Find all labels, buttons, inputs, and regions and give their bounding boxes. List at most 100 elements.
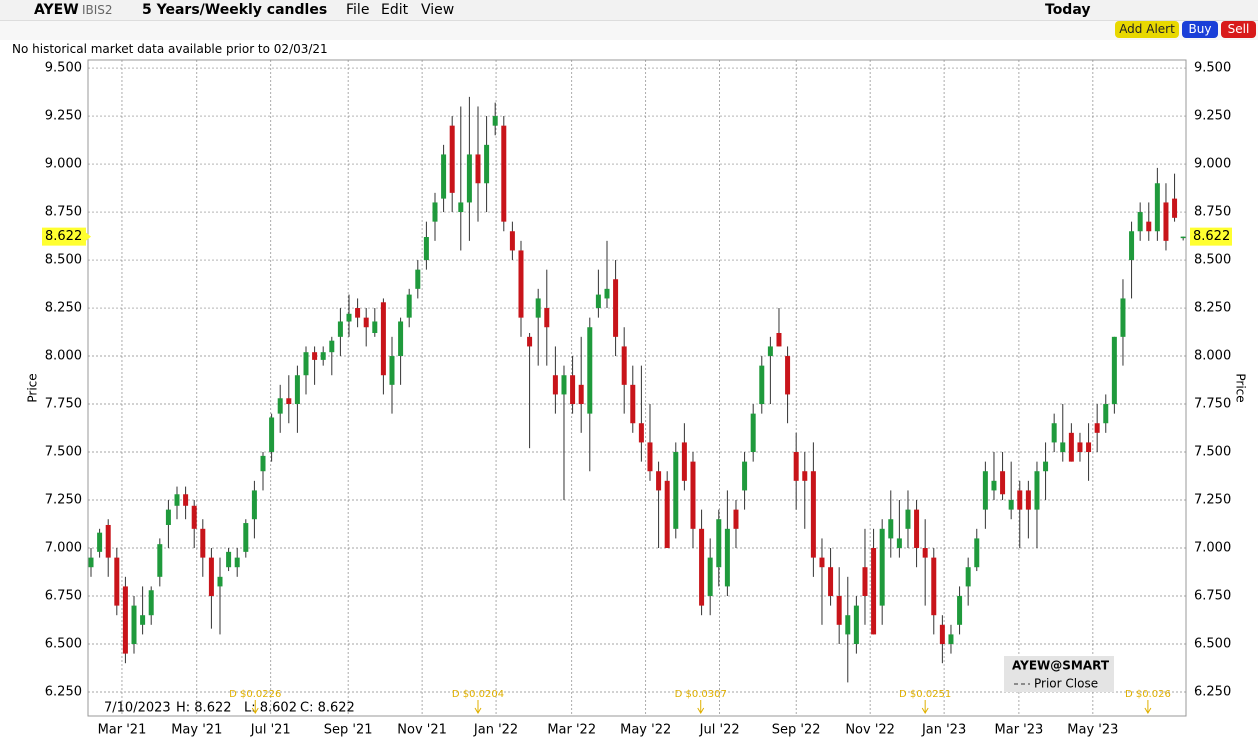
- candle-body: [1043, 461, 1049, 472]
- candle-body: [862, 567, 868, 597]
- y-axis-label: Price: [26, 373, 40, 402]
- y-tick-label: 7.500: [1194, 445, 1231, 460]
- symbol[interactable]: AYEW: [34, 2, 79, 18]
- candle-body: [501, 125, 507, 222]
- candle-body: [656, 471, 662, 491]
- y-tick-label: 6.250: [1194, 685, 1231, 700]
- candle-body: [165, 509, 171, 525]
- y-tick-label: 8.750: [1194, 205, 1231, 220]
- period[interactable]: 5 Years/Weekly candles: [142, 2, 328, 18]
- candle-body: [105, 524, 111, 558]
- y-tick-label: 8.250: [1194, 301, 1231, 316]
- menu[interactable]: View: [421, 2, 455, 18]
- candle-body: [286, 398, 292, 405]
- candle-body: [415, 269, 421, 289]
- candle-body: [578, 384, 584, 405]
- candle-body: [458, 202, 464, 213]
- last-price-marker: [86, 232, 91, 241]
- candle-body: [380, 302, 386, 376]
- menu[interactable]: Edit: [381, 2, 409, 18]
- candle-body: [638, 423, 644, 443]
- y-tick-label: 7.500: [45, 445, 82, 460]
- candle-body: [724, 528, 730, 587]
- y-tick-label: 6.500: [1194, 637, 1231, 652]
- candle-body: [97, 532, 103, 552]
- plot-frame: [87, 59, 1187, 717]
- candle-body: [441, 154, 447, 199]
- candle-body: [355, 308, 361, 318]
- y-tick-label: 9.250: [45, 109, 82, 124]
- candle-body: [1068, 432, 1074, 462]
- dividend-arrow: [1144, 700, 1152, 714]
- candle-body: [690, 461, 696, 529]
- add-alert-button[interactable]: Add Alert: [1115, 21, 1179, 38]
- candle-body: [810, 471, 816, 558]
- candle-body: [613, 279, 619, 337]
- dividend-arrow: [251, 700, 259, 714]
- candle-body: [1086, 442, 1092, 453]
- candle-body: [879, 528, 885, 606]
- y-tick-label: 7.000: [45, 541, 82, 556]
- candle-body: [398, 321, 404, 357]
- candle-body: [991, 480, 997, 491]
- candle-body: [681, 442, 687, 481]
- candle-body: [785, 356, 791, 395]
- candle-body: [475, 154, 481, 184]
- candle-body: [372, 321, 378, 333]
- buy-button[interactable]: Buy: [1182, 21, 1218, 38]
- y-tick-label: 6.750: [45, 589, 82, 604]
- candle-body: [1172, 198, 1178, 218]
- menu[interactable]: File: [346, 2, 370, 18]
- candle-body: [595, 294, 601, 309]
- last-price-box: [1190, 227, 1232, 246]
- candle-body: [957, 596, 963, 625]
- y-tick-label: 7.250: [1194, 493, 1231, 508]
- candle-body: [802, 471, 808, 481]
- candle-body: [114, 557, 120, 606]
- candle-body: [1154, 183, 1160, 232]
- x-tick-label: Jul '22: [699, 723, 740, 738]
- candle-body: [733, 509, 739, 529]
- candle-body: [871, 548, 877, 635]
- candle-body: [1008, 500, 1014, 510]
- y-tick-label: 7.750: [45, 397, 82, 412]
- y-tick-label: 8.000: [45, 349, 82, 364]
- legend-item: Prior Close: [1034, 677, 1098, 691]
- candle-body: [570, 375, 576, 405]
- range[interactable]: Today: [1045, 2, 1091, 18]
- x-tick-label: Mar '21: [98, 723, 147, 738]
- sell-button[interactable]: Sell: [1221, 21, 1256, 38]
- legend-title: AYEW@SMART: [1012, 659, 1110, 673]
- candle-body: [1180, 236, 1186, 239]
- candle-body: [294, 375, 300, 405]
- candle-body: [449, 125, 455, 193]
- x-tick-label: May '23: [1067, 723, 1118, 738]
- candle-body: [853, 605, 859, 645]
- dividend-label: D $0.0204: [452, 689, 504, 700]
- candle-body: [200, 528, 206, 558]
- candle-body: [793, 452, 799, 481]
- candle-body: [312, 352, 318, 360]
- candle-body: [948, 634, 954, 645]
- notice: No historical market data available prio…: [12, 42, 328, 56]
- exchange[interactable]: IBIS2: [82, 3, 113, 17]
- candle-body: [535, 298, 541, 318]
- candle-body: [389, 356, 395, 385]
- y-tick-label: 8.250: [45, 301, 82, 316]
- candle-body: [518, 250, 524, 318]
- candle-body: [819, 557, 825, 568]
- y-tick-label: 7.000: [1194, 541, 1231, 556]
- y-tick-label: 9.500: [45, 61, 82, 76]
- candle-body: [982, 471, 988, 510]
- candle-body: [836, 596, 842, 625]
- candle-body: [767, 346, 773, 357]
- dividend-label: D $0.026: [1125, 689, 1171, 700]
- candle-body: [243, 523, 249, 552]
- x-tick-label: Jan '22: [473, 723, 518, 738]
- x-tick-label: Jan '23: [921, 723, 966, 738]
- candle-body: [140, 615, 146, 625]
- candle-body: [776, 332, 782, 347]
- y-tick-label: 9.000: [1194, 157, 1231, 172]
- candle-body: [647, 442, 653, 472]
